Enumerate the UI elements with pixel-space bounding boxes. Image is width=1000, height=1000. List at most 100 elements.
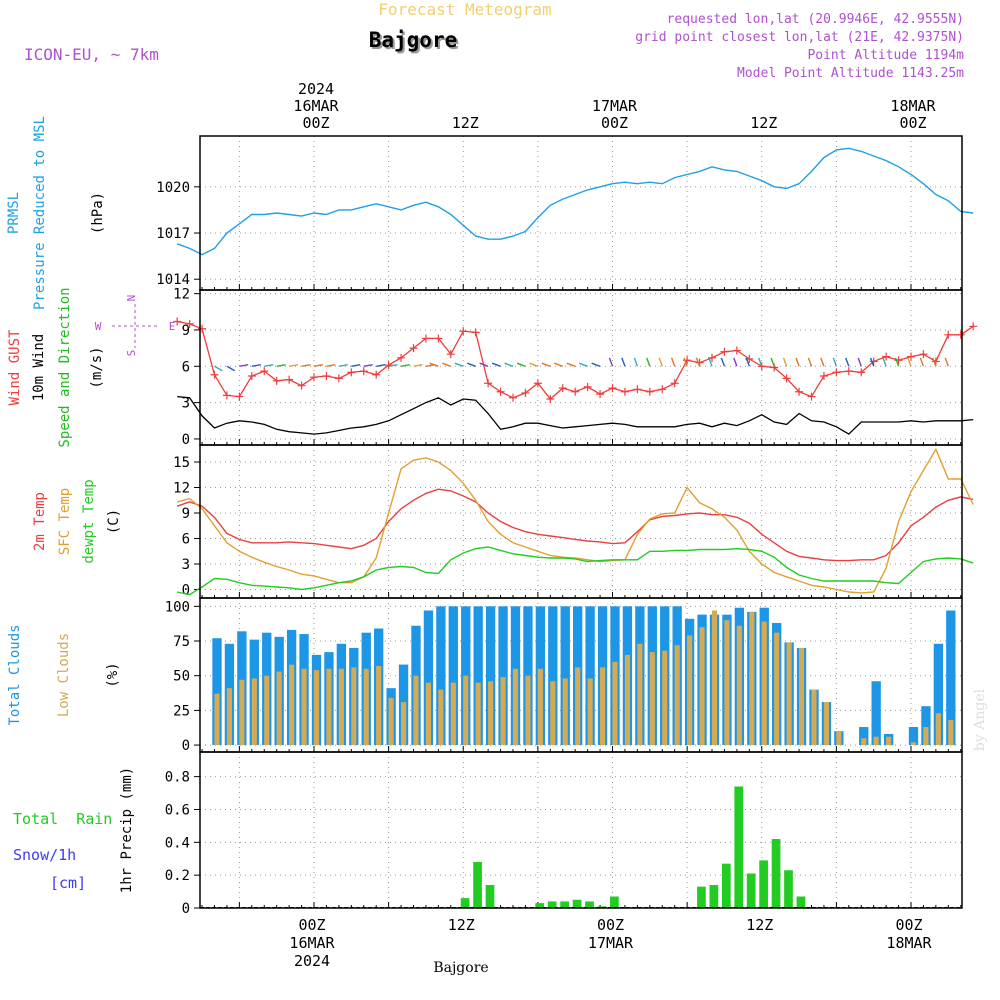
gust-marker	[819, 371, 828, 380]
credit-watermark: by Angel	[972, 688, 988, 751]
total-cloud-bar	[436, 606, 446, 746]
legend-snow: Snow/1h	[13, 846, 76, 864]
y-tick-label: 0	[182, 432, 190, 448]
gust-marker	[235, 392, 244, 401]
rain-bar	[535, 903, 545, 908]
gust-marker	[546, 394, 555, 403]
low-cloud-bar	[761, 621, 767, 746]
time-axis-labels: 202416MAR00Z12Z17MAR00Z12Z18MAR00Z12Z00Z…	[289, 80, 936, 970]
low-cloud-bar	[935, 713, 941, 746]
y-tick-label: 1020	[156, 180, 190, 196]
total-cloud-bar	[473, 606, 483, 746]
y-label-0: 1hr Precip (mm)	[119, 767, 135, 893]
gust-marker	[310, 373, 318, 382]
y-label-0: Total Clouds	[7, 624, 23, 725]
total-cloud-bar	[485, 606, 496, 746]
low-cloud-bar	[774, 632, 780, 746]
bottom-time-label-2-1: 17MAR	[588, 934, 634, 952]
y-tick-label: 3	[182, 396, 190, 412]
wind-direction-arrow	[820, 357, 825, 367]
gust-marker	[857, 368, 866, 377]
low-cloud-bar	[264, 675, 270, 746]
point-altitude: Point Altitude 1194m	[807, 48, 964, 63]
wind-direction-arrow	[944, 357, 949, 367]
low-cloud-bar	[861, 738, 867, 746]
y-tick-label: 75	[173, 634, 190, 650]
wind-direction-arrow	[400, 364, 411, 367]
wind-direction-arrow	[608, 357, 614, 367]
compass-s: S	[125, 350, 138, 357]
top-time-label-4-1: 00Z	[899, 114, 926, 132]
temp-line-0	[176, 488, 974, 562]
wind-direction-arrow	[869, 357, 875, 367]
low-cloud-bar	[413, 675, 419, 746]
bottom-time-label-1-0: 12Z	[448, 916, 475, 934]
y-label-2: (%)	[105, 662, 121, 687]
gust-marker	[372, 370, 381, 379]
wind-direction-arrow	[745, 357, 750, 367]
wind-direction-arrow	[658, 357, 663, 367]
gust-marker	[795, 387, 804, 396]
y-label-2: Speed and Direction	[57, 287, 73, 447]
pressure-line	[176, 147, 974, 256]
gust-marker	[397, 353, 406, 362]
low-cloud-bar	[313, 670, 320, 746]
low-cloud-bar	[711, 610, 718, 746]
wind-direction-arrow	[633, 357, 639, 367]
panel-frame	[199, 289, 963, 446]
wind-direction-arrow	[882, 357, 887, 367]
rain-bar	[796, 896, 806, 908]
y-tick-label: 0.4	[165, 835, 190, 851]
gust-marker	[459, 327, 468, 336]
rain-bar	[560, 901, 569, 908]
gust-marker	[620, 387, 629, 396]
low-cloud-bar	[587, 678, 593, 746]
low-cloud-bar	[438, 689, 444, 746]
wind-direction-arrow	[351, 364, 361, 367]
y-tick-label: 3	[182, 557, 190, 573]
wind-direction-arrow	[363, 364, 373, 367]
gust-marker	[173, 317, 182, 326]
y-label-2: (hPa)	[90, 192, 106, 234]
wind-direction-arrow	[708, 357, 713, 367]
low-cloud-bar	[425, 682, 431, 746]
rain-bar	[485, 885, 495, 908]
low-cloud-bar	[699, 627, 705, 746]
bottom-time-label-0-2: 2024	[294, 952, 330, 970]
low-cloud-bar	[388, 697, 394, 746]
low-cloud-bar	[662, 650, 668, 746]
wind-direction-arrow	[795, 357, 800, 367]
bottom-time-label-0-0: 00Z	[298, 916, 325, 934]
low-cloud-bar	[251, 678, 257, 746]
y-tick-label: 0.6	[165, 802, 190, 818]
top-time-label-0-1: 16MAR	[293, 97, 339, 115]
wind-direction-arrow	[770, 357, 775, 367]
low-cloud-bar	[400, 702, 407, 746]
low-cloud-bar	[624, 654, 630, 746]
panel-precip: 0 0.2 0.4 0.6 0.8 1hr Precip (mm)	[119, 751, 963, 917]
y-label-1: Low Clouds	[56, 633, 72, 717]
total-cloud-bar	[933, 643, 944, 746]
wind-direction-arrow	[646, 357, 651, 367]
low-cloud-bar	[463, 675, 469, 746]
wind-direction-arrow	[429, 362, 439, 367]
wind-direction-arrow	[670, 357, 676, 367]
wind-direction-arrow	[695, 357, 701, 367]
wind-direction-arrow	[919, 357, 925, 367]
gust-marker	[421, 334, 430, 343]
low-cloud-bar	[649, 652, 655, 746]
y-tick-label: 1017	[156, 226, 190, 242]
low-cloud-bar	[214, 693, 220, 746]
y-label-0: 2m Temp	[32, 492, 48, 551]
y-label-0: PRMSL	[6, 192, 22, 234]
wind-direction-arrow	[313, 364, 323, 367]
y-label-1: Pressure Reduced to MSL	[32, 116, 48, 310]
wind-direction-arrow	[226, 365, 236, 372]
wind-direction-arrow	[683, 357, 688, 367]
gust-marker	[882, 352, 891, 361]
total-cloud-bar	[423, 610, 434, 746]
y-tick-label: 9	[182, 506, 190, 522]
wind-direction-arrow	[541, 362, 551, 367]
